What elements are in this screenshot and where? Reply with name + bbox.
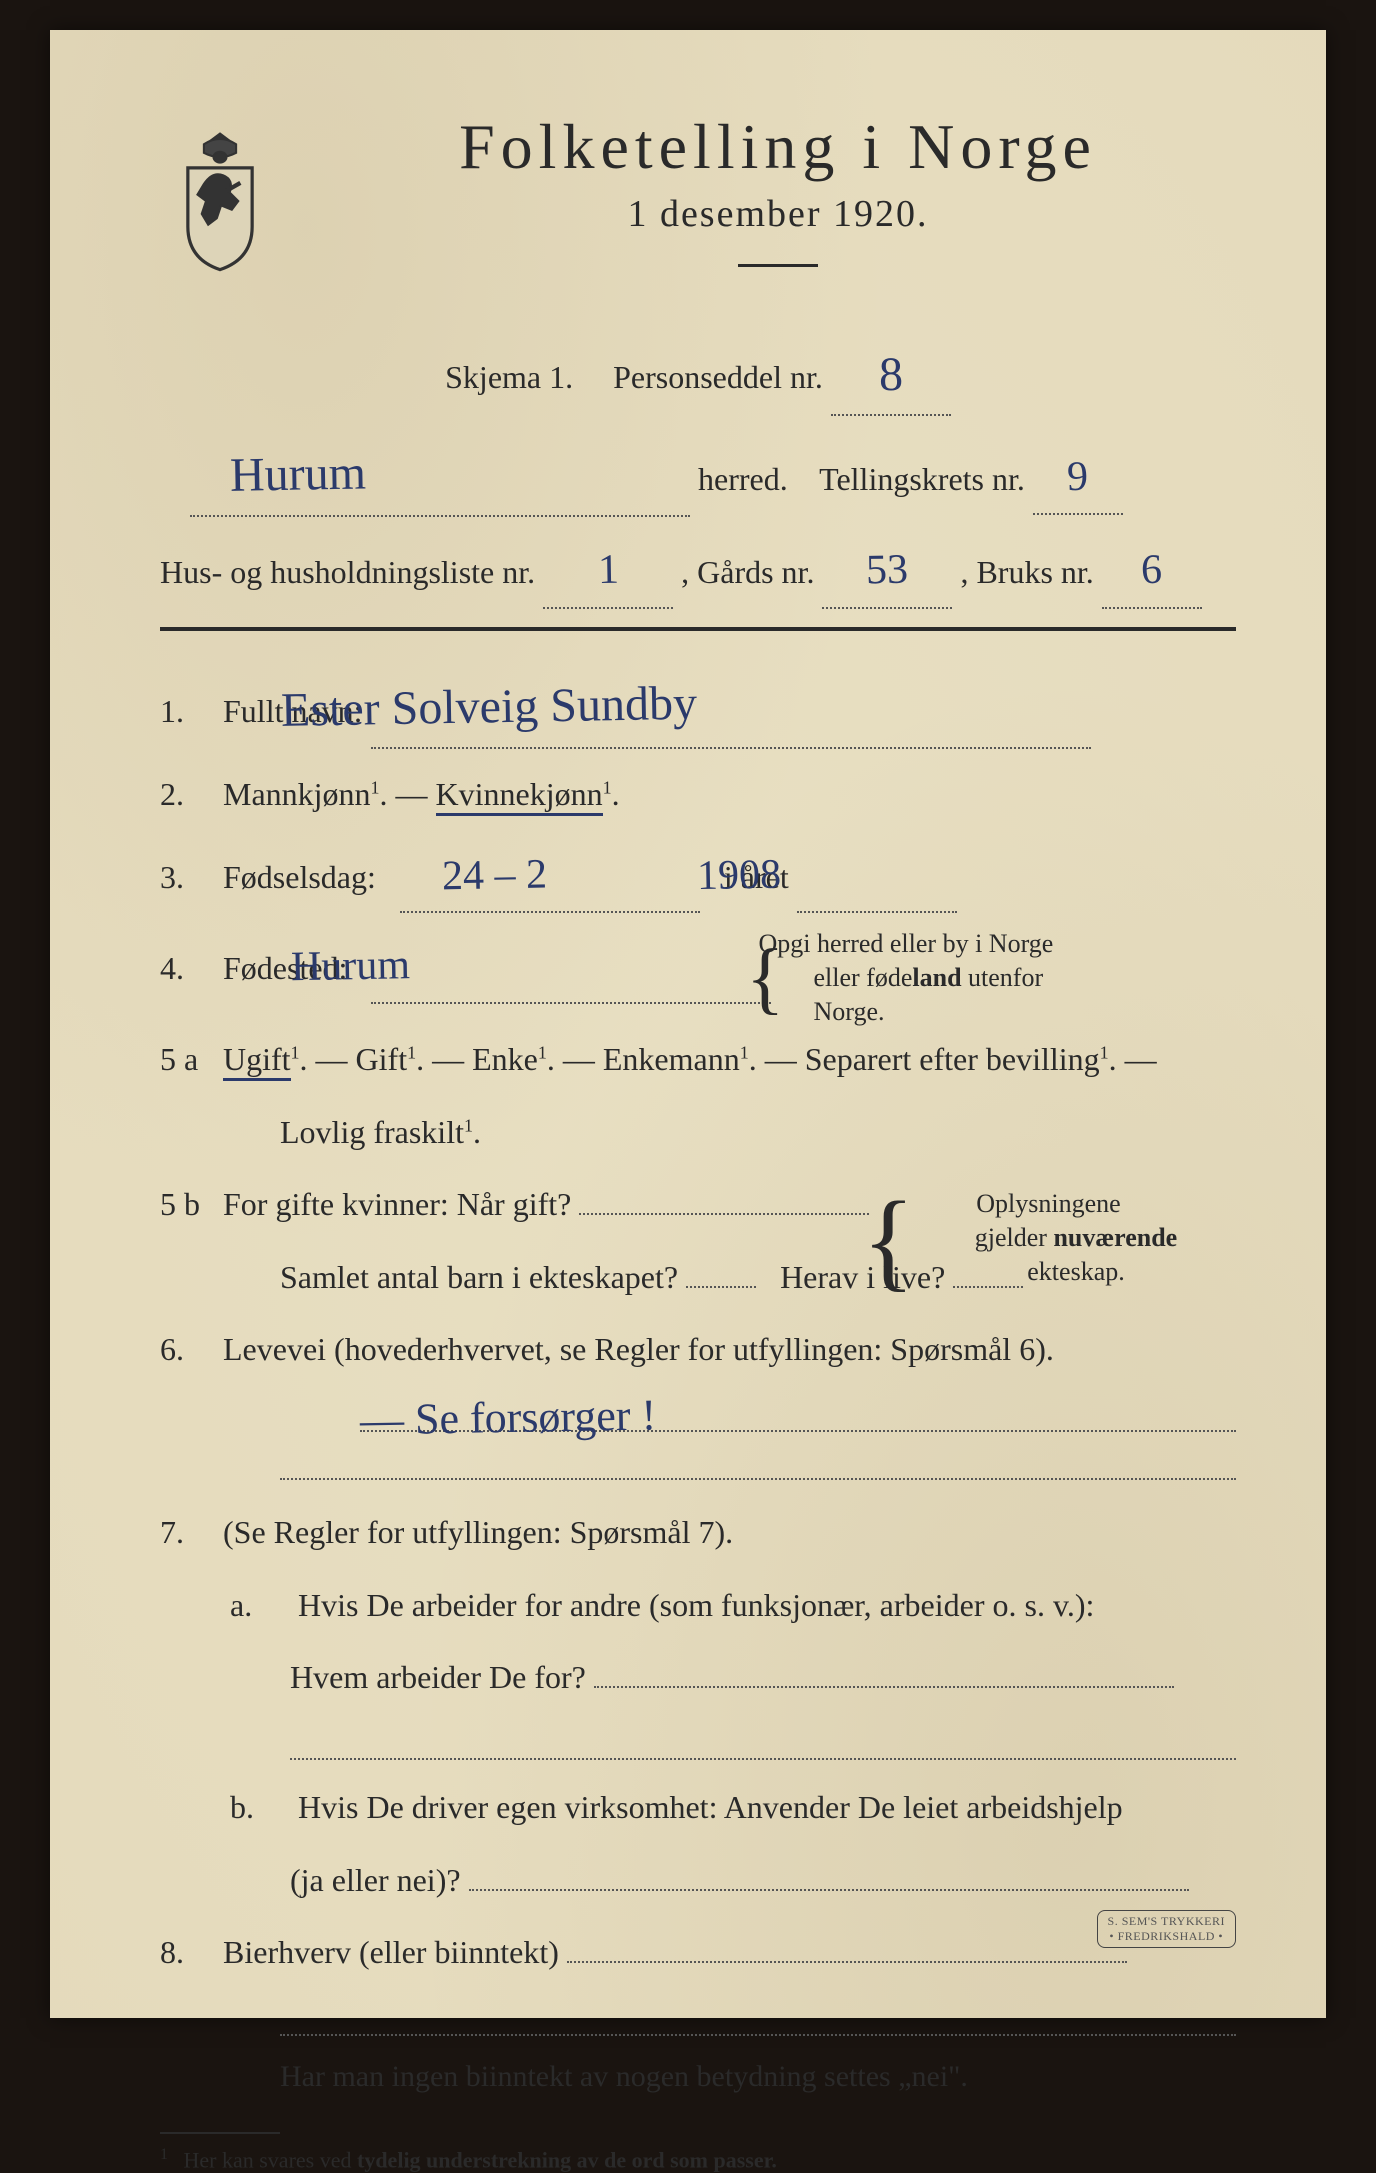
main-title: Folketelling i Norge	[320, 110, 1236, 184]
q1-num: 1.	[160, 684, 215, 738]
form-header: Folketelling i Norge 1 desember 1920.	[160, 110, 1236, 302]
q5b-note2: gjelder	[975, 1223, 1054, 1252]
q7: 7. (Se Regler for utfyllingen: Spørsmål …	[160, 1505, 1236, 1559]
q7a-blank-line	[290, 1722, 1236, 1760]
husliste-label: Hus- og husholdningsliste nr.	[160, 554, 535, 590]
q3-year: 1908	[741, 839, 781, 911]
q5a-num: 5 a	[160, 1032, 215, 1086]
q6-label: Levevei (hovederhvervet, se Regler for u…	[223, 1331, 1054, 1367]
q3-label: Fødselsdag:	[223, 859, 376, 895]
q5b: 5 b For gifte kvinner: Når gift? { Oplys…	[160, 1177, 1236, 1231]
gards-label: , Gårds nr.	[681, 554, 814, 590]
q5b-line2: Samlet antal barn i ekteskapet? Herav i …	[160, 1250, 1236, 1304]
tellingskrets-nr: 9	[1067, 441, 1089, 513]
q5a-line2: Lovlig fraskilt1.	[160, 1105, 1236, 1159]
q5b-num: 5 b	[160, 1177, 215, 1231]
footnote: 1 Her kan svares ved tydelig understrekn…	[160, 2146, 1236, 2173]
q7b-line2: (ja eller nei)?	[160, 1853, 1236, 1907]
herred-line: Hurum herred. Tellingskrets nr. 9	[160, 434, 1236, 518]
q4-note-b2: land	[912, 963, 961, 992]
footnote-text-bold: tydelig understrekning av de ord som pas…	[357, 2147, 777, 2172]
title-block: Folketelling i Norge 1 desember 1920.	[320, 110, 1236, 302]
q2-opt-kvinne: Kvinnekjønn	[436, 776, 603, 816]
q3: 3. Fødselsdag: 24 – 2 i året 1908	[160, 840, 1236, 913]
title-divider	[738, 264, 818, 267]
q7b: b. Hvis De driver egen virksomhet: Anven…	[160, 1780, 1236, 1834]
stamp-line1: S. SEM'S TRYKKERI	[1108, 1914, 1225, 1929]
skjema-label: Skjema 1.	[445, 359, 573, 395]
q7a-text1: Hvis De arbeider for andre (som funksjon…	[298, 1587, 1094, 1623]
q5a-fraskilt: Lovlig fraskilt	[280, 1114, 464, 1150]
personseddel-label: Personseddel nr.	[613, 359, 823, 395]
q6-num: 6.	[160, 1322, 215, 1376]
q7a-num: a.	[230, 1578, 290, 1632]
q7-num: 7.	[160, 1505, 215, 1559]
q8: 8. Bierhverv (eller biinntekt)	[160, 1925, 1236, 1979]
printer-stamp: S. SEM'S TRYKKERI • FREDRIKSHALD •	[1097, 1910, 1236, 1948]
q7a-text2: Hvem arbeider De for?	[290, 1659, 586, 1695]
q6-answer-line: — Se forsørger !	[360, 1394, 1236, 1432]
q4-num: 4.	[160, 941, 215, 995]
q2-opt-mann: Mannkjønn	[223, 776, 371, 812]
q5a-separert: Separert efter bevilling	[805, 1041, 1100, 1077]
q4: 4. Fødested: Hurum { Opgi herred eller b…	[160, 931, 1236, 1004]
bruks-nr: 6	[1141, 535, 1163, 607]
q3-day: 24 – 2	[497, 839, 548, 911]
q7b-text2: (ja eller nei)?	[290, 1862, 461, 1898]
q8-num: 8.	[160, 1925, 215, 1979]
q4-note-b1: eller føde	[814, 963, 913, 992]
q7b-text1: Hvis De driver egen virksomhet: Anvender…	[298, 1789, 1123, 1825]
bruks-label: , Bruks nr.	[960, 554, 1093, 590]
q5a-enke: Enke	[472, 1041, 538, 1077]
q5a: 5 a Ugift1. — Gift1. — Enke1. — Enkemann…	[160, 1032, 1236, 1086]
q3-num: 3.	[160, 850, 215, 904]
q5a-gift: Gift	[356, 1041, 408, 1077]
q7-label: (Se Regler for utfyllingen: Spørsmål 7).	[223, 1514, 733, 1550]
herred-label: herred.	[698, 461, 788, 497]
q4-value: Hurum	[316, 930, 411, 1003]
skjema-line: Skjema 1. Personseddel nr. 8	[160, 332, 1236, 416]
q8-blank-line	[280, 1998, 1236, 2036]
q7a: a. Hvis De arbeider for andre (som funks…	[160, 1578, 1236, 1632]
q5a-ugift: Ugift	[223, 1041, 291, 1081]
stamp-line2: • FREDRIKSHALD •	[1108, 1929, 1225, 1944]
gards-nr: 53	[866, 535, 909, 607]
q1-value: Ester Solveig Sundby	[315, 662, 697, 750]
q8-foot-text: Har man ingen biinntekt av nogen betydni…	[280, 2060, 968, 2093]
q8-foot: Har man ingen biinntekt av nogen betydni…	[160, 2051, 1236, 2102]
personseddel-nr: 8	[878, 334, 903, 416]
tellingskrets-label: Tellingskrets nr.	[819, 461, 1025, 497]
subtitle: 1 desember 1920.	[320, 192, 1236, 236]
q7b-num: b.	[230, 1780, 290, 1834]
q4-sidenote: { Opgi herred eller by i Norge eller fød…	[856, 927, 1216, 1028]
footnote-rule	[160, 2132, 280, 2134]
header-rule	[160, 627, 1236, 631]
husliste-nr: 1	[597, 535, 619, 607]
q5b-l2a: Samlet antal barn i ekteskapet?	[280, 1259, 678, 1295]
q8-label: Bierhverv (eller biinntekt)	[223, 1934, 559, 1970]
q6: 6. Levevei (hovederhvervet, se Regler fo…	[160, 1322, 1236, 1376]
q6-value: — Se forsørger !	[360, 1390, 657, 1446]
q2: 2. Mannkjønn1. — Kvinnekjønn1.	[160, 767, 1236, 821]
q2-num: 2.	[160, 767, 215, 821]
q5b-note1: Oplysningene	[976, 1189, 1120, 1218]
q4-note-a: Opgi herred eller by i Norge	[759, 929, 1054, 958]
herred-value: Hurum	[189, 432, 366, 517]
footnote-text-a: Her kan svares ved	[184, 2147, 358, 2172]
q5a-enkemann: Enkemann	[603, 1041, 740, 1077]
coat-of-arms-icon	[160, 120, 280, 280]
q5b-note2b: nuværende	[1053, 1223, 1177, 1252]
census-form-page: Folketelling i Norge 1 desember 1920. Sk…	[50, 30, 1326, 2018]
q5b-label: For gifte kvinner: Når gift?	[223, 1186, 571, 1222]
q1: 1. Fullt navn: Ester Solveig Sundby	[160, 666, 1236, 750]
footnote-num: 1	[160, 2146, 168, 2163]
q6-blank-line	[280, 1442, 1236, 1480]
q5b-l2b: Herav i live?	[780, 1259, 945, 1295]
husliste-line: Hus- og husholdningsliste nr. 1 , Gårds …	[160, 535, 1236, 608]
q7a-line2: Hvem arbeider De for?	[160, 1650, 1236, 1704]
